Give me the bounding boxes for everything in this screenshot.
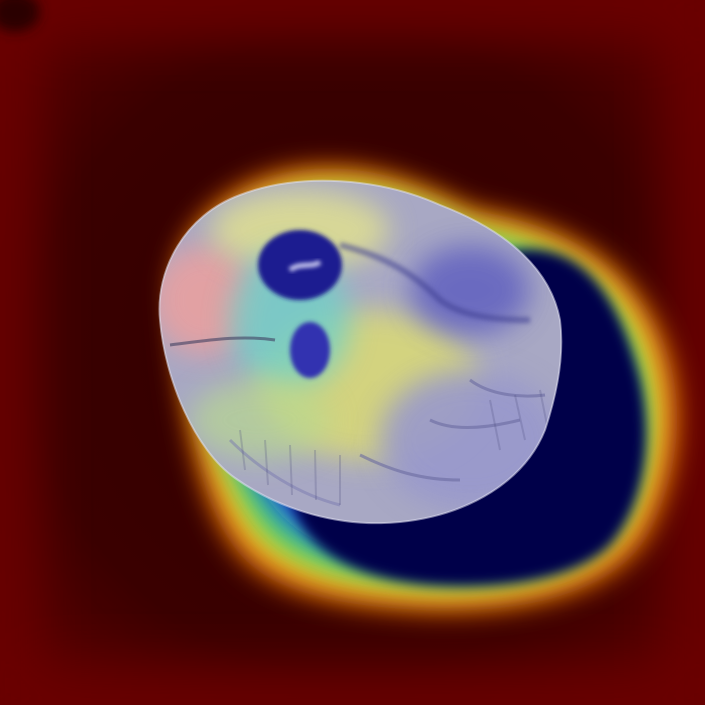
- corner-shadow: [0, 0, 40, 32]
- brain-outline: [158, 179, 563, 525]
- activation-green-lower: [190, 380, 330, 460]
- ventricle-lower: [290, 322, 330, 378]
- gyri-texture: [239, 389, 549, 505]
- midline-fissure: [169, 336, 276, 347]
- brain-slice: [159, 180, 562, 524]
- region-blue-right: [410, 245, 530, 335]
- ventricle-highlight: [288, 259, 322, 273]
